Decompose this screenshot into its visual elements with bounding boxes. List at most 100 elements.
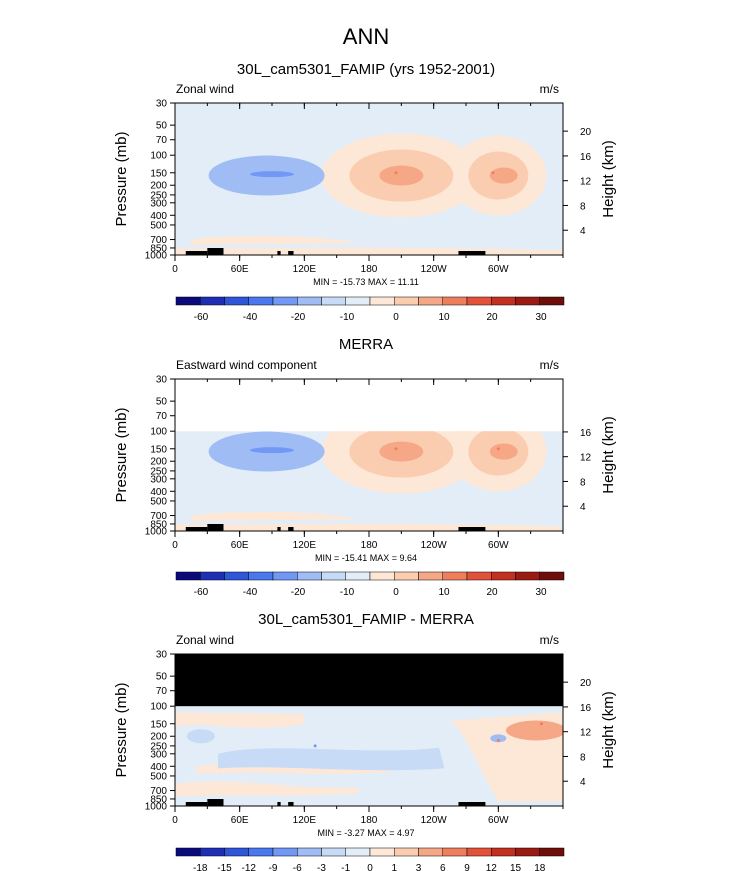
panel1-colorbar-swatch (418, 296, 443, 306)
panel3-band (175, 712, 305, 728)
panel1-x-tick-label: 120E (293, 264, 317, 275)
panel3-height-axis-label: Height (km) (600, 691, 617, 769)
panel2-colorbar-swatch (272, 571, 298, 581)
panel2-colorbar-swatch (175, 571, 201, 581)
panel3-y-tick-label: 50 (156, 672, 168, 683)
panel1-topography (277, 251, 281, 255)
panel1-y-tick-label: 500 (150, 220, 167, 231)
panel3-band (490, 734, 507, 743)
panel3-y-tick-label: 700 (150, 786, 167, 797)
panel3-colorbar-label: 0 (367, 863, 373, 871)
panel2-field (175, 431, 563, 531)
panel2-y-tick-label: 1000 (145, 527, 168, 538)
panel2-colorbar-label: 20 (486, 587, 498, 598)
panel2-colorbar-label: -60 (194, 587, 209, 598)
panel3-colorbar-label: 12 (486, 863, 498, 871)
panel3-colorbar-swatch (297, 847, 322, 857)
panel2-height-tick-label: 8 (580, 477, 586, 488)
panel1-band (489, 167, 518, 184)
panel1-colorbar-swatch (442, 296, 468, 306)
panel1-colorbar-swatch (369, 296, 395, 306)
panel2-min-max: MIN = -15.41 MAX = 9.64 (315, 553, 417, 563)
panel2-title: MERRA (339, 336, 393, 353)
panel3-masked-region (175, 654, 563, 707)
panel1-colorbar-swatch (345, 296, 371, 306)
panel3-colorbar-label: -3 (317, 863, 326, 871)
panel3-y-tick-label: 300 (150, 749, 167, 760)
panel2-y-tick-label: 30 (156, 375, 168, 386)
panel3-colorbar-swatch (442, 847, 468, 857)
panel2-topography (458, 527, 486, 531)
panel1-topography (288, 251, 294, 255)
panel1-colorbar-swatch (175, 296, 201, 306)
panel3-band (175, 781, 359, 797)
panel2-colorbar-label: -40 (243, 587, 258, 598)
panel3-colorbar-label: 3 (416, 863, 422, 871)
panel1-topography (207, 248, 224, 255)
panel1-height-tick-label: 16 (580, 152, 592, 163)
panel2-colorbar-swatch (345, 571, 371, 581)
panel3-band (506, 720, 563, 741)
panel3-topography (288, 802, 294, 806)
panel2-colorbar-swatch (200, 571, 225, 581)
panel1-colorbar-label: -60 (194, 312, 209, 323)
panel3-feature-point (313, 744, 317, 748)
panel2-y-tick-label: 200 (150, 457, 167, 468)
panel3-y-tick-label: 200 (150, 732, 167, 743)
panel2-y-tick-label: 70 (156, 411, 168, 422)
panel2-units-label: m/s (540, 358, 559, 372)
panel3-x-tick-label: 0 (172, 815, 178, 826)
panel1-colorbar-swatch (272, 296, 298, 306)
panel3-x-tick-label: 120E (293, 815, 317, 826)
panel2-height-tick-label: 16 (580, 428, 592, 439)
panel2-colorbar-swatch (321, 571, 346, 581)
panel3-colorbar-swatch (394, 847, 419, 857)
panel3-height-tick-label: 20 (580, 678, 592, 689)
panel3-colorbar-swatch (345, 847, 371, 857)
panel3-y-tick-label: 500 (150, 771, 167, 782)
panel1-height-tick-label: 8 (580, 201, 586, 212)
panel2-y-tick-label: 400 (150, 487, 167, 498)
panel1-feature-point (491, 171, 495, 175)
panel2-colorbar-swatch (369, 571, 395, 581)
panel1-title: 30L_cam5301_FAMIP (yrs 1952-2001) (237, 61, 495, 78)
panel2-y-tick-label: 100 (150, 427, 167, 438)
panel3-colorbar-swatch (200, 847, 225, 857)
panel2-y-tick-label: 850 (150, 519, 167, 530)
panel1-x-tick-label: 60E (231, 264, 249, 275)
panel3-min-max: MIN = -3.27 MAX = 4.97 (317, 828, 414, 838)
panel3-colorbar-swatch (491, 847, 516, 857)
panel3-x-tick-label: 60W (488, 815, 509, 826)
panel1-colorbar-label: 20 (486, 312, 498, 323)
panel3-y-tick-label: 400 (150, 762, 167, 773)
panel3-colorbar-label: 6 (440, 863, 446, 871)
panel1-x-tick-label: 60W (488, 264, 509, 275)
panel2-colorbar-label: 10 (438, 587, 450, 598)
panel1-colorbar-label: 30 (535, 312, 547, 323)
panel1-colorbar-label: -20 (291, 312, 306, 323)
panel2-height-tick-label: 4 (580, 502, 586, 513)
panel3-units-label: m/s (540, 633, 559, 647)
panel2-band (489, 443, 518, 460)
panel2-feature-point (496, 447, 500, 451)
panel3-y-tick-label: 250 (150, 741, 167, 752)
panel1-colorbar-swatch (248, 296, 274, 306)
panel2-y-tick-label: 150 (150, 444, 167, 455)
panel3-colorbar-label: 18 (534, 863, 546, 871)
panel2-colorbar-swatch (394, 571, 419, 581)
panel3-colorbar-swatch (418, 847, 443, 857)
panel3-colorbar-label: 15 (510, 863, 522, 871)
panel2-x-tick-label: 120E (293, 540, 317, 551)
panel3-colorbar-swatch (321, 847, 346, 857)
panel1-y-axis-label: Pressure (mb) (113, 131, 130, 226)
panel3-topography (277, 802, 281, 806)
panel1-y-tick-label: 250 (150, 190, 167, 201)
panel1-feature-point (265, 171, 269, 175)
panel3-colorbar-swatch (369, 847, 395, 857)
panel1-height-tick-label: 12 (580, 177, 592, 188)
panel2-band (191, 511, 359, 522)
panel3-x-tick-label: 180 (361, 815, 378, 826)
panel2-topography (185, 527, 208, 531)
panel3-topography (207, 799, 224, 806)
